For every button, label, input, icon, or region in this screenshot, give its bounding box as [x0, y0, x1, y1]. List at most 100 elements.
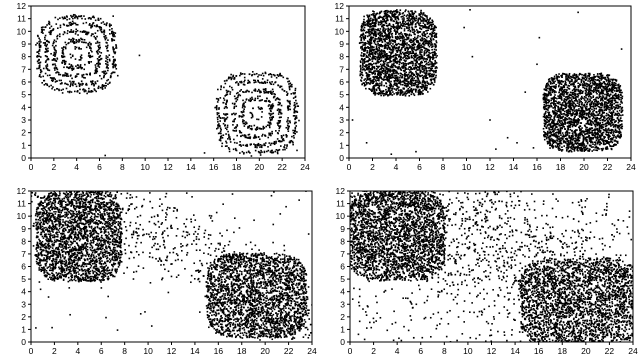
cluster-point — [436, 67, 438, 69]
cluster-point — [408, 82, 411, 85]
ring-point — [71, 83, 74, 85]
cluster-point — [416, 61, 418, 64]
cluster-point — [383, 30, 386, 33]
cluster-point — [382, 18, 384, 20]
ring-point — [231, 102, 234, 105]
cluster-point — [620, 96, 622, 99]
ring-point — [280, 137, 283, 139]
cluster-point — [598, 141, 601, 144]
ring-point — [243, 102, 245, 105]
cluster-point — [422, 86, 425, 88]
cluster-point — [392, 85, 394, 88]
ring-point — [298, 119, 300, 122]
cluster-point — [418, 74, 421, 77]
ring-point — [263, 92, 266, 94]
cluster-point — [394, 77, 396, 79]
cluster-point — [391, 94, 394, 96]
cluster-point — [419, 75, 421, 78]
cluster-point — [377, 61, 380, 63]
ring-point — [288, 85, 291, 88]
ring-point — [46, 74, 49, 77]
ring-point — [112, 46, 114, 48]
ring-point — [67, 24, 70, 27]
cluster-point — [553, 101, 555, 103]
ring-point — [62, 53, 65, 55]
cluster-point — [359, 64, 362, 67]
ring-point — [42, 42, 45, 44]
cluster-point — [579, 122, 582, 124]
cluster-point — [378, 44, 380, 46]
ring-point — [71, 54, 74, 57]
cluster-point — [365, 64, 367, 66]
cluster-point — [424, 47, 427, 50]
cluster-point — [385, 24, 388, 27]
ring-point — [254, 79, 257, 82]
cluster-point — [425, 58, 428, 60]
ring-point — [239, 72, 242, 74]
cluster-point — [373, 32, 376, 35]
ring-point — [261, 78, 264, 80]
ring-point — [270, 74, 273, 76]
cluster-point — [596, 89, 599, 91]
ring-point — [220, 132, 222, 135]
cluster-point — [403, 77, 406, 79]
cluster-point — [363, 24, 365, 27]
cluster-point — [417, 41, 420, 44]
ring-point — [38, 46, 41, 48]
cluster-point — [383, 84, 385, 87]
cluster-point — [400, 31, 402, 34]
cluster-point — [390, 85, 393, 87]
y-tick-label: 11 — [335, 14, 344, 24]
cluster-point — [420, 44, 422, 47]
ring-point — [94, 66, 97, 68]
cluster-point — [413, 77, 415, 80]
cluster-point — [593, 101, 596, 103]
cluster-point — [400, 35, 402, 38]
cluster-point — [377, 93, 380, 96]
cluster-point — [610, 83, 613, 86]
ring-point — [49, 77, 52, 79]
cluster-point — [379, 32, 382, 34]
ring-point — [277, 120, 280, 122]
cluster-point — [373, 91, 375, 94]
cluster-point — [361, 45, 363, 48]
ring-point — [91, 33, 93, 35]
ring-point — [72, 84, 74, 87]
ring-point — [55, 51, 57, 54]
cluster-point — [368, 30, 370, 33]
ring-point — [80, 48, 82, 50]
cluster-point — [383, 92, 385, 95]
ring-point — [54, 63, 56, 65]
ring-point — [74, 48, 77, 50]
cluster-point — [371, 38, 373, 40]
ring-point — [75, 28, 78, 31]
cluster-point — [376, 84, 379, 86]
cluster-point — [372, 66, 375, 69]
ring-point — [73, 41, 75, 44]
ring-point — [270, 92, 273, 94]
cluster-point — [374, 24, 377, 27]
ring-point — [288, 88, 291, 91]
ring-point — [251, 98, 254, 100]
ring-point — [72, 40, 74, 42]
cluster-point — [389, 48, 392, 51]
ring-point — [246, 89, 248, 92]
cluster-point — [394, 18, 397, 21]
cluster-point — [378, 49, 381, 51]
cluster-point — [396, 54, 398, 56]
cluster-point — [369, 28, 371, 31]
ring-point — [264, 89, 267, 92]
cluster-point — [415, 72, 418, 74]
ring-point — [278, 120, 281, 123]
ring-point — [114, 66, 116, 68]
ring-point — [82, 73, 85, 76]
cluster-point — [419, 88, 421, 91]
cluster-point — [408, 16, 410, 19]
cluster-point — [435, 74, 437, 77]
ring-point — [293, 92, 296, 95]
ring-point — [220, 85, 222, 87]
ring-point — [86, 31, 88, 34]
ring-point — [287, 122, 289, 125]
ring-point — [108, 24, 111, 27]
cluster-point — [372, 86, 374, 88]
